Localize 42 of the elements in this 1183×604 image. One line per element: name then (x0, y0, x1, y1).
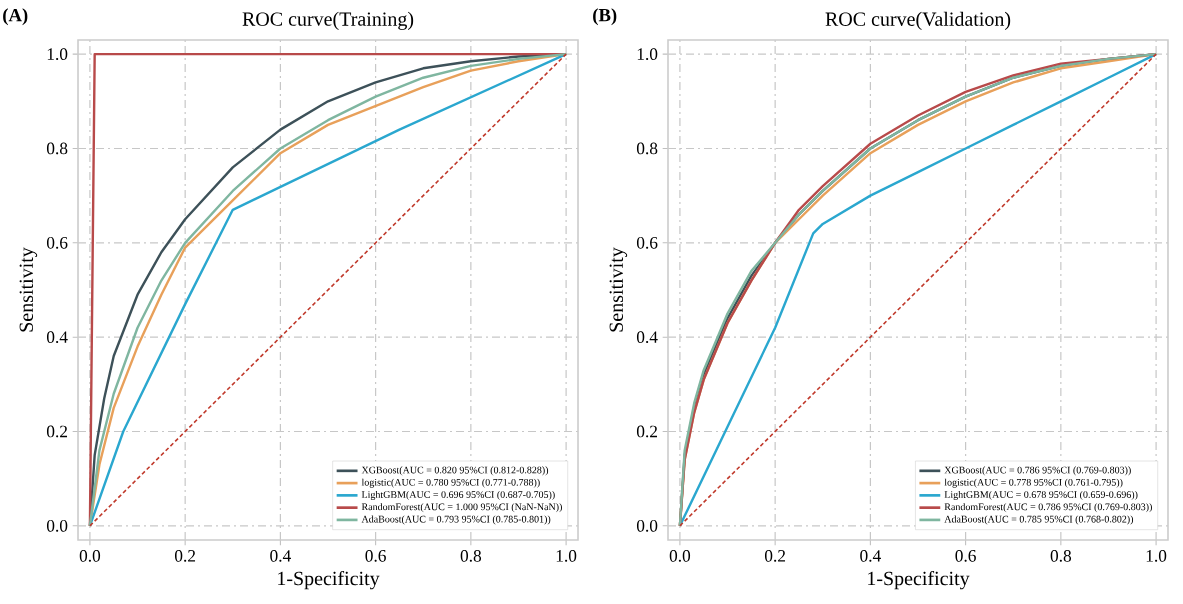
legend-label: RandomForest(AUC = 0.786 95%CI (0.769-0.803)) (944, 503, 1152, 513)
y-tick-label: 0.8 (46, 142, 68, 155)
x-tick-label: 0.0 (79, 550, 101, 562)
chart-title: ROC curve(Training) (242, 11, 414, 30)
y-tick-label: 0.6 (46, 236, 68, 249)
x-tick-label: 0.4 (860, 550, 881, 562)
legend-label: RandomForest(AUC = 1.000 95%CI (NaN-NaN)) (361, 503, 562, 513)
y-axis-title: Sensitivity (19, 247, 38, 332)
x-axis-title: 1-Specificity (868, 570, 970, 590)
legend-label: AdaBoost(AUC = 0.793 95%CI (0.785-0.801)) (361, 515, 551, 525)
x-tick-label: 0.8 (460, 550, 482, 562)
x-tick-label: 0.6 (955, 550, 976, 562)
text: (A) (3, 8, 28, 26)
legend-label: XGBoost(AUC = 0.786 95%CI (0.769-0.803)) (944, 466, 1131, 476)
y-axis-title: Sensitivity (609, 247, 628, 332)
x-tick-label: 1.0 (1146, 550, 1167, 562)
legend-label: AdaBoost(AUC = 0.785 95%CI (0.768-0.802)) (944, 515, 1134, 525)
x-tick-label: 0.4 (270, 550, 291, 562)
x-tick-label: 0.2 (174, 550, 196, 562)
y-tick-label: 0.0 (46, 519, 68, 532)
x-tick-label: 1.0 (556, 550, 577, 562)
chart-title: ROC curve(Validation) (825, 11, 1011, 30)
x-tick-label: 0.8 (1050, 550, 1072, 562)
y-tick-label: 0.4 (46, 331, 68, 344)
text: (B) (593, 8, 617, 26)
x-axis-title: 1-Specificity (278, 570, 380, 590)
y-tick-label: 1.0 (47, 48, 68, 61)
x-tick-label: 0.2 (764, 550, 786, 562)
legend-label: LightGBM(AUC = 0.696 95%CI (0.687-0.705)) (361, 490, 555, 500)
legend-label: LightGBM(AUC = 0.678 95%CI (0.659-0.696)) (944, 490, 1138, 500)
legend-label: XGBoost(AUC = 0.820 95%CI (0.812-0.828)) (361, 466, 549, 476)
y-tick-label: 0.4 (636, 331, 658, 344)
legend-label: logistic(AUC = 0.778 95%CI (0.761-0.795)) (944, 478, 1123, 488)
y-tick-label: 0.6 (636, 236, 658, 249)
y-tick-label: 0.2 (636, 425, 658, 438)
y-tick-label: 1.0 (637, 48, 658, 61)
x-tick-label: 0.6 (365, 550, 386, 562)
y-tick-label: 0.8 (636, 142, 658, 155)
legend-label: logistic(AUC = 0.780 95%CI (0.771-0.788)) (361, 478, 540, 488)
y-tick-label: 0.0 (636, 519, 658, 532)
x-tick-label: 0.0 (669, 550, 691, 562)
y-tick-label: 0.2 (46, 425, 68, 438)
